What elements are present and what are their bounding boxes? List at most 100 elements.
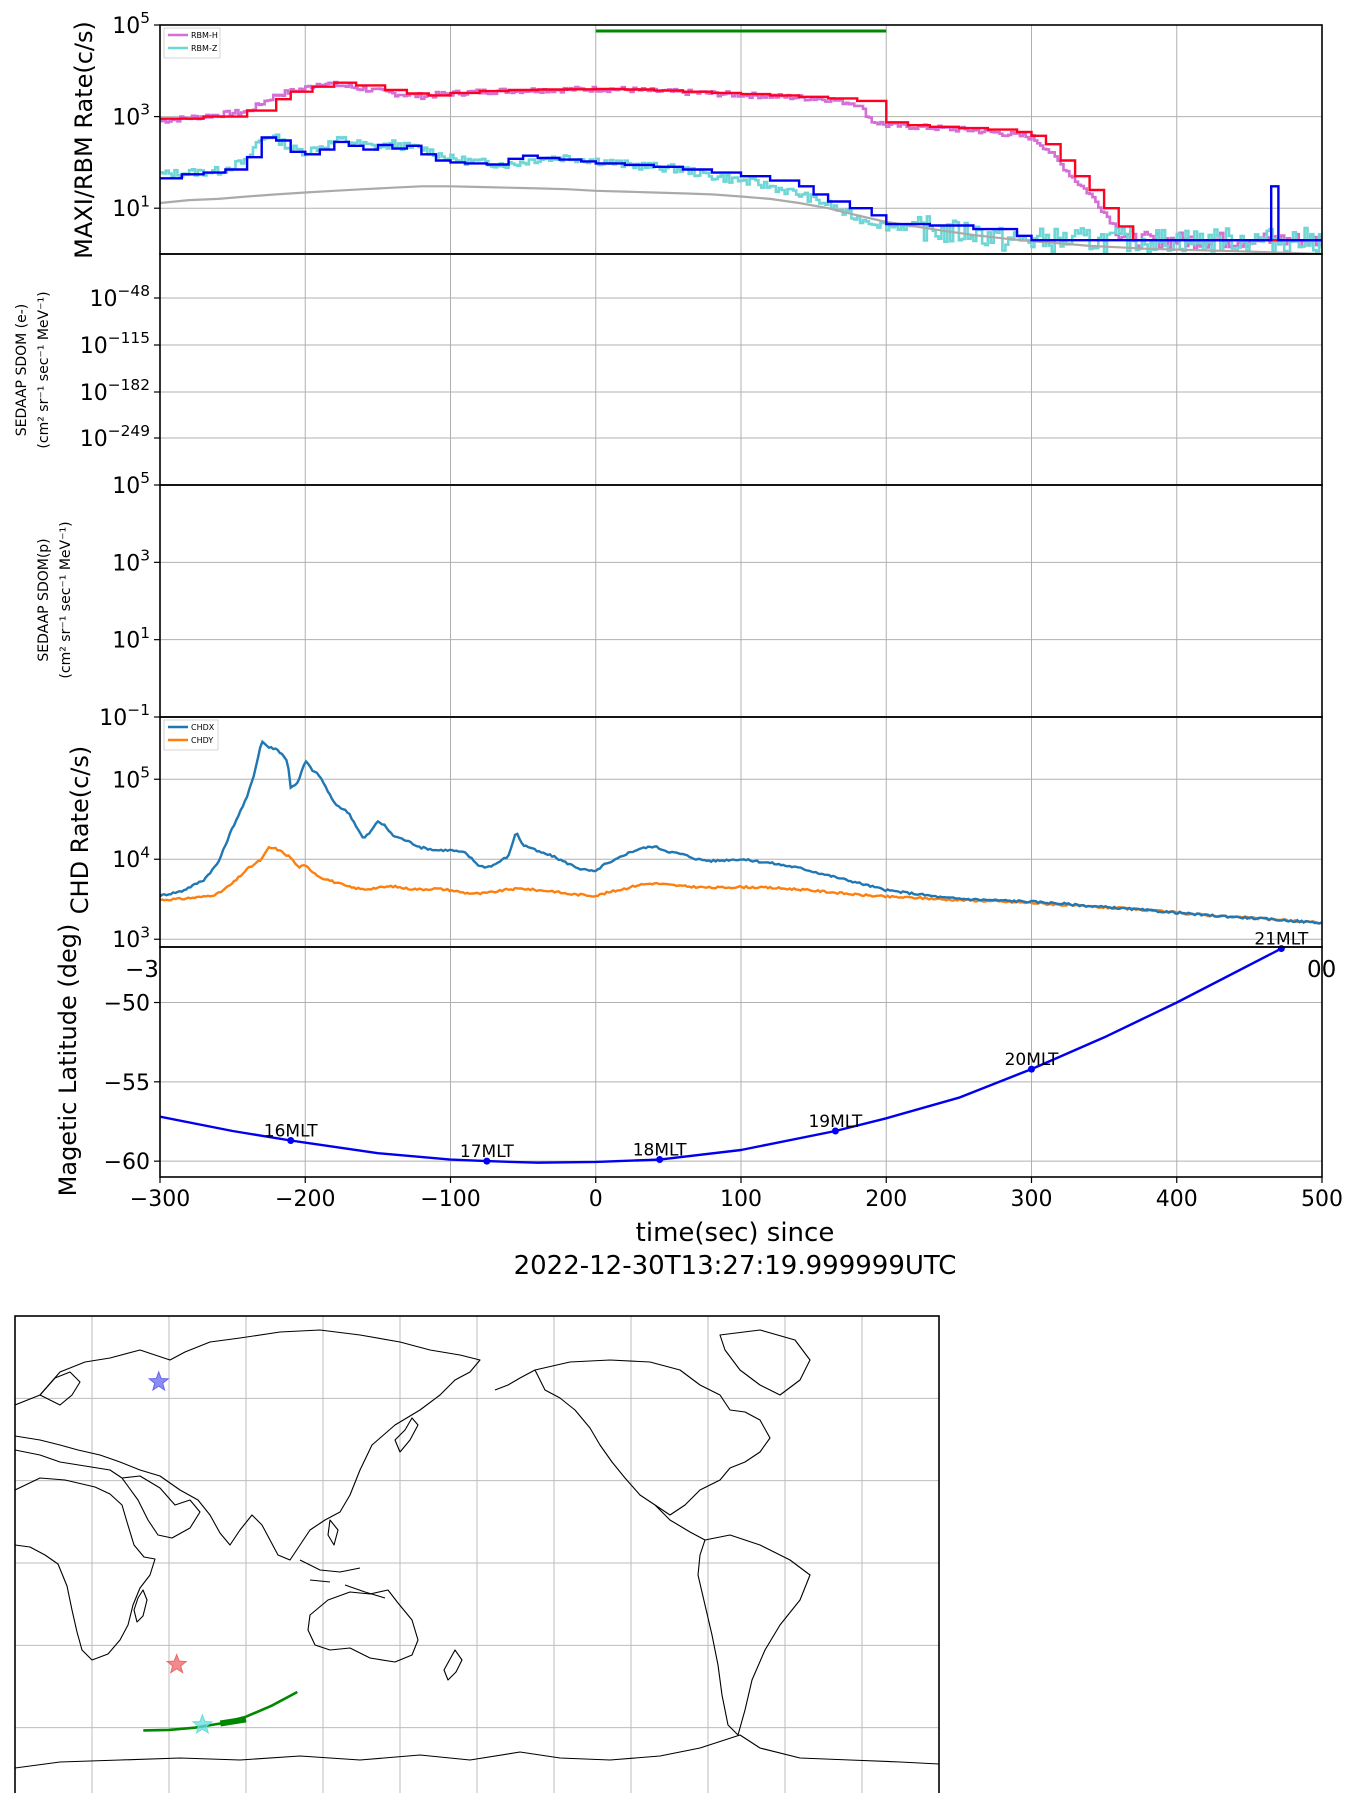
time-xtick-label-4: 100 [720, 1187, 762, 1212]
rbm-ylabel: MAXI/RBM Rate(c/s) [70, 21, 98, 259]
rbm-background-series [160, 185, 1322, 254]
mlt-label-0: 16MLT [264, 1122, 318, 1142]
rbm-legend: RBM-H RBM-Z [163, 27, 221, 59]
sedaap-electron-ytick-label-3: 10−249 [80, 422, 150, 452]
time-xtick-label-0: −300 [130, 1187, 190, 1212]
time-xtick-label-5: 200 [865, 1187, 907, 1212]
rbm-grid [159, 24, 1323, 254]
greenland-coastline [719, 1329, 811, 1396]
red-star-marker [165, 1653, 188, 1674]
maglat-y-ticks: −50 −55 −60 [104, 992, 160, 1175]
mlt-label-5: 21MLT [1254, 930, 1308, 950]
chdy-legend-label: CHDY [191, 736, 213, 745]
sedaap-proton-ytick-label-2: 101 [112, 624, 150, 654]
sedaap-proton-grid [159, 484, 1323, 718]
rbm-ytick-label-2: 101 [112, 192, 150, 222]
central-america-coastline [654, 1504, 706, 1541]
africa-coastline [15, 1477, 156, 1661]
mlt-label-3: 19MLT [808, 1112, 862, 1132]
rbm-h-legend-label: RBM-H [191, 31, 218, 40]
time-xtick-label-2: −100 [420, 1187, 480, 1212]
satellite-track [143, 1690, 298, 1732]
sedaap-electron-grid [159, 254, 1323, 485]
sedaap-proton-ytick-label-1: 103 [112, 546, 150, 576]
map-markers [147, 1370, 214, 1735]
overlap-tick-left: −3 [125, 957, 159, 983]
chd-ytick-label-1: 104 [112, 843, 150, 873]
maglat-series [160, 947, 1288, 1164]
sedaap-proton-ytick-label-0: 105 [112, 469, 150, 499]
australia-coastline [307, 1589, 419, 1663]
maglat-ytick-label-2: −60 [104, 1150, 150, 1175]
time-xtick-label-7: 400 [1156, 1187, 1198, 1212]
time-reference: 2022-12-30T13:27:19.999999UTC [514, 1251, 957, 1281]
chdx-legend-label: CHDX [191, 723, 215, 732]
rbm-legend-box [163, 27, 221, 59]
cyan-star-marker [191, 1713, 214, 1735]
chd-ylabel: CHD Rate(c/s) [66, 746, 94, 914]
sedaap-proton-ylabel: SEDAAP SDOM(p) [36, 538, 52, 661]
time-xtick-label-3: 0 [589, 1187, 603, 1212]
north-america-coastline [534, 1359, 771, 1516]
time-xtick-label-1: −200 [275, 1187, 335, 1212]
arabia-coastline [121, 1475, 201, 1539]
madagascar-coastline [133, 1589, 148, 1623]
maglat-ylabel: Magetic Latitude (deg) [54, 924, 82, 1197]
sedaap-electron-ytick-label-1: 10−115 [80, 329, 150, 359]
chdx-series [160, 739, 1322, 925]
rbm-rate-panel: 105 103 101 MAXI/RBM Rate(c/s) RBM-H RBM-Z [70, 9, 1323, 259]
rbm-ytick-label-1: 103 [112, 101, 150, 131]
rbm-series [160, 29, 1322, 254]
world-map-panel [14, 1315, 940, 1793]
new-zealand-coastline [443, 1649, 463, 1681]
map-coastlines [15, 1329, 939, 1769]
mlt-point-1 [483, 1157, 491, 1165]
satellite-track-event-segment [219, 1716, 247, 1727]
chd-ytick-label-0: 105 [112, 763, 150, 793]
sedaap-electron-ylabel: SEDAAP SDOM (e-) [14, 304, 30, 437]
rbm-y-ticks: 105 103 101 [112, 9, 160, 222]
mlt-label-4: 20MLT [1005, 1050, 1059, 1070]
sedaap-electron-ytick-label-2: 10−182 [80, 376, 150, 406]
mlt-marks: 16MLT 17MLT 18MLT 19MLT 20MLT 21MLT [264, 930, 1309, 1165]
mlt-point-2 [656, 1156, 664, 1164]
chd-legend: CHDX CHDY [163, 719, 219, 751]
chd-y-ticks: 105 104 103 [112, 763, 160, 953]
rbm-ytick-label-0: 105 [112, 9, 150, 39]
mlt-point-4 [1028, 1065, 1035, 1073]
south-america-coastline [697, 1534, 811, 1736]
mlt-point-0 [287, 1137, 295, 1145]
chd-series [160, 739, 1322, 925]
time-xtick-label-6: 300 [1011, 1187, 1053, 1212]
sedaap-proton-yunits: (cm² sr⁻¹ sec⁻¹ MeV⁻¹) [58, 521, 74, 678]
rbm-z-legend-label: RBM-Z [191, 44, 218, 53]
maglat-ytick-label-1: −55 [104, 1071, 150, 1096]
antarctica-coastline [15, 1734, 939, 1769]
sedaap-electron-panel: 10−48 10−115 10−182 10−249 SEDAAP SDOM (e-)… [14, 253, 1323, 486]
mlt-label-1: 17MLT [460, 1142, 514, 1162]
rbm-h-binned-series [160, 81, 1322, 242]
sedaap-electron-ytick-label-0: 10−48 [90, 282, 150, 312]
alaska-coastline [494, 1369, 536, 1391]
magnetic-latitude-panel: 16MLT 17MLT 18MLT 19MLT 20MLT 21MLT −50 −55 −60… [54, 924, 1343, 1281]
map-graticule [15, 1316, 939, 1793]
maglat-ytick-label-0: −50 [104, 992, 150, 1017]
eurasia-coastline [15, 1329, 481, 1561]
maglat-grid [159, 947, 1323, 1177]
mlt-label-2: 18MLT [633, 1141, 687, 1161]
rbm-z-binned-series [160, 136, 1322, 242]
sedaap-proton-panel: 105 103 101 10−1 SEDAAP SDOM(p) (cm² sr⁻¹ s… [36, 469, 1323, 731]
sedaap-electron-yunits: (cm² sr⁻¹ sec⁻¹ MeV⁻¹) [36, 291, 52, 448]
philippines-coastline [327, 1519, 339, 1546]
map-frame [14, 1315, 940, 1793]
mlt-point-3 [831, 1127, 839, 1135]
sedaap-proton-y-ticks: 105 103 101 10−1 [99, 469, 160, 731]
japan-coastline [394, 1417, 419, 1453]
scandinavia-coastline [39, 1371, 81, 1406]
blue-star-marker [147, 1370, 170, 1392]
chd-ytick-label-2: 103 [112, 923, 150, 953]
chd-grid [159, 717, 1323, 947]
sedaap-proton-ytick-label-3: 10−1 [99, 701, 150, 731]
